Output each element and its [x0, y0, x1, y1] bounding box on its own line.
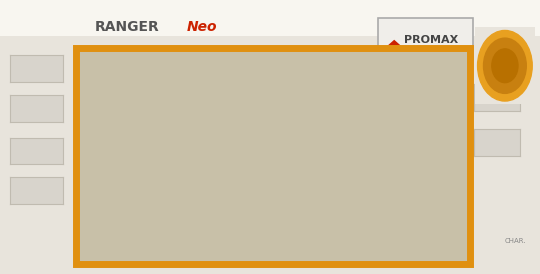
Text: CHAR.: CHAR.: [505, 238, 526, 244]
Text: 🔗: 🔗: [404, 59, 409, 68]
Text: Multicast: 192.168.29.6: Multicast: 192.168.29.6: [94, 224, 201, 233]
Text: 1.3ms: 1.3ms: [409, 82, 436, 91]
Text: 53.05 Mbps: 53.05 Mbps: [164, 82, 217, 91]
FancyBboxPatch shape: [411, 52, 468, 75]
Text: RANGER: RANGER: [94, 20, 159, 35]
Text: %: %: [75, 229, 82, 235]
Text: ⚙: ⚙: [84, 57, 92, 65]
Text: 3h07: 3h07: [430, 61, 449, 67]
Text: Max. Interval:: Max. Interval:: [296, 82, 367, 91]
Circle shape: [0, 223, 202, 234]
Text: Tools: Tools: [309, 246, 333, 255]
Text: Interarrival Packet Time: Interarrival Packet Time: [206, 59, 339, 69]
Text: IPTV: IPTV: [213, 246, 235, 255]
Text: 26/03/2015 10:49: 26/03/2015 10:49: [100, 67, 163, 73]
Text: PROMAX: PROMAX: [404, 35, 458, 45]
Circle shape: [477, 30, 532, 101]
Text: DEFAULT: DEFAULT: [100, 54, 137, 63]
Text: Advanced: Advanced: [394, 246, 443, 255]
Circle shape: [492, 49, 518, 83]
Text: Neo: Neo: [186, 20, 217, 35]
Text: Multicast: Multicast: [105, 246, 149, 255]
Circle shape: [483, 38, 526, 93]
Text: Network Bitrate:: Network Bitrate:: [82, 82, 167, 91]
